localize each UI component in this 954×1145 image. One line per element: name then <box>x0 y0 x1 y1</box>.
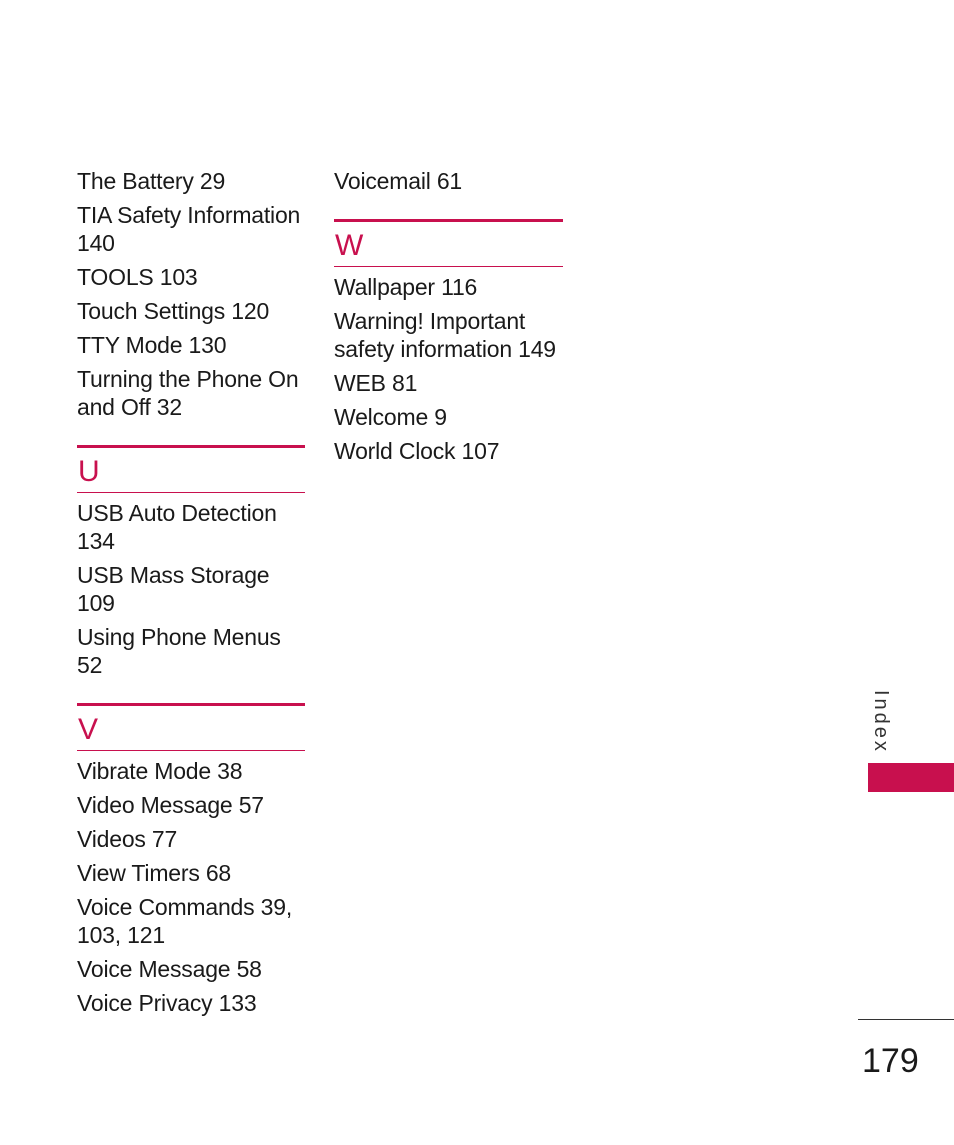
index-entry: Voice Commands 39, 103, 121 <box>77 894 293 948</box>
page-number: 179 <box>862 1042 919 1080</box>
index-entry: USB Mass Storage 109 <box>77 562 270 616</box>
index-entry: Wallpaper 116 <box>334 274 478 300</box>
index-entry: The Battery 29 <box>77 168 226 194</box>
section-rule-bottom <box>77 492 305 493</box>
index-entry: Voicemail 61 <box>334 168 463 194</box>
section-letter: W <box>335 229 364 262</box>
index-entry: Warning! Important safety information 14… <box>334 308 556 362</box>
side-tab-label: Index <box>870 690 892 754</box>
index-entry: Using Phone Menus 52 <box>77 624 281 678</box>
index-entry: Welcome 9 <box>334 404 447 430</box>
section-letter: U <box>78 455 100 488</box>
index-entry: Vibrate Mode 38 <box>77 758 243 784</box>
footer-divider <box>858 1019 954 1020</box>
side-tab-marker <box>868 763 954 792</box>
index-section: V Vibrate Mode 38 Video Message 57 Videos 7… <box>77 703 305 1017</box>
section-rule-bottom <box>77 750 305 751</box>
section-rule-top <box>77 703 305 706</box>
section-rule-top <box>77 445 305 448</box>
index-entry: Video Message 57 <box>77 792 264 818</box>
index-entry: World Clock 107 <box>334 438 500 464</box>
index-entry: Voice Message 58 <box>77 956 262 982</box>
index-entry: WEB 81 <box>334 370 418 396</box>
index-entry: TTY Mode 130 <box>77 332 227 358</box>
index-column-right: Voicemail 61 W Wallpaper 116 Warning! Impor… <box>334 167 563 471</box>
index-entry: USB Auto Detection 134 <box>77 500 277 554</box>
index-entry: Voice Privacy 133 <box>77 990 257 1016</box>
section-rule-bottom <box>334 266 563 267</box>
index-section: W Wallpaper 116 Warning! Important safety … <box>334 219 563 465</box>
index-column-left: The Battery 29 TIA Safety Information 140… <box>77 167 305 1023</box>
index-section: U USB Auto Detection 134 USB Mass Storage … <box>77 445 305 679</box>
index-entry: TIA Safety Information 140 <box>77 202 301 256</box>
index-entry: Touch Settings 120 <box>77 298 270 324</box>
index-entry: View Timers 68 <box>77 860 231 886</box>
index-entry: Turning the Phone On and Off 32 <box>77 366 299 420</box>
index-entry: TOOLS 103 <box>77 264 198 290</box>
section-letter: V <box>78 713 99 746</box>
section-rule-top <box>334 219 563 222</box>
index-entry: Videos 77 <box>77 826 178 852</box>
